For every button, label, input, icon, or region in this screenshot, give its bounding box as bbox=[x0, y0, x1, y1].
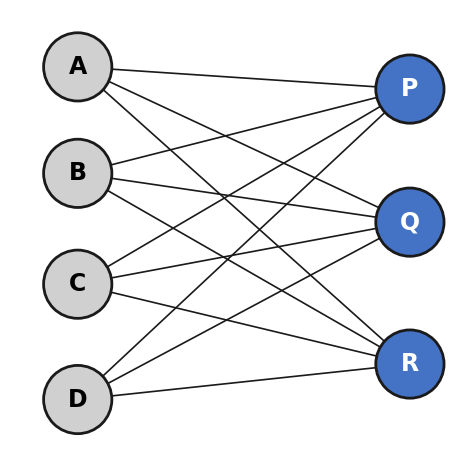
Text: Q: Q bbox=[400, 210, 420, 234]
Ellipse shape bbox=[376, 188, 444, 256]
Ellipse shape bbox=[376, 330, 444, 398]
Text: P: P bbox=[401, 77, 419, 101]
Text: C: C bbox=[69, 272, 86, 296]
Text: B: B bbox=[69, 161, 87, 185]
Ellipse shape bbox=[44, 250, 112, 318]
Text: R: R bbox=[401, 352, 419, 376]
Ellipse shape bbox=[376, 55, 444, 123]
Text: A: A bbox=[69, 55, 87, 79]
Text: D: D bbox=[68, 388, 88, 412]
Ellipse shape bbox=[44, 33, 112, 101]
Ellipse shape bbox=[44, 365, 112, 434]
Ellipse shape bbox=[44, 139, 112, 207]
